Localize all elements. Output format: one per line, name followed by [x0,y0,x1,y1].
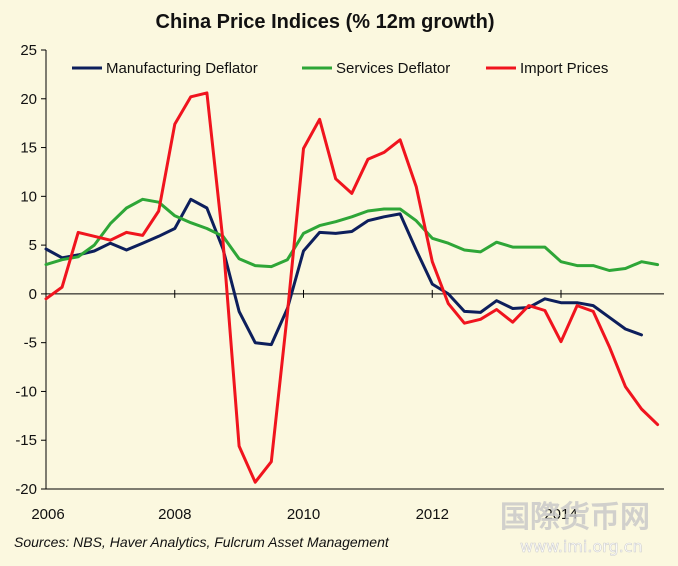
watermark-chinese-text: 国際货币网 [500,500,650,535]
legend: Manufacturing Deflator Services Deflator I… [72,60,608,77]
legend-label-manufacturing-deflator: Manufacturing Deflator [106,60,258,77]
chart-title: China Price Indices (% 12m growth) [156,11,495,33]
y-tick-label: 15 [20,140,37,157]
y-tick-label: -5 [24,335,37,352]
y-tick-label: -20 [15,481,37,498]
x-tick-label: 2014 [544,506,577,523]
y-tick-label: -10 [15,383,37,400]
x-tick-label: 2006 [31,506,64,523]
y-tick-label: 25 [20,42,37,59]
watermark: 国際货币网 www.imi.org.cn [500,500,650,556]
source-note: Sources: NBS, Haver Analytics, Fulcrum A… [14,534,390,550]
x-tick-label: 2012 [416,506,449,523]
series-line-services-deflator [44,197,660,272]
series-line-manufacturing-deflator [44,197,643,347]
y-tick-label: 10 [20,188,37,205]
watermark-url-text: www.imi.org.cn [520,537,643,556]
y-tick-label: -15 [15,432,37,449]
x-tick-label: 2010 [287,506,320,523]
legend-label-services-deflator: Services Deflator [336,60,450,77]
series-layer [44,91,660,484]
y-tick-label: 5 [29,237,37,254]
legend-label-import-prices: Import Prices [520,60,608,77]
y-tick-label: 0 [29,286,37,303]
x-tick-label: 2008 [158,506,191,523]
axes: 25 20 15 10 5 0 -5 -10 -15 -20 2006 2008 2010 2012 201… [15,42,664,523]
series-line-import-prices [44,91,660,484]
y-tick-label: 20 [20,91,37,108]
